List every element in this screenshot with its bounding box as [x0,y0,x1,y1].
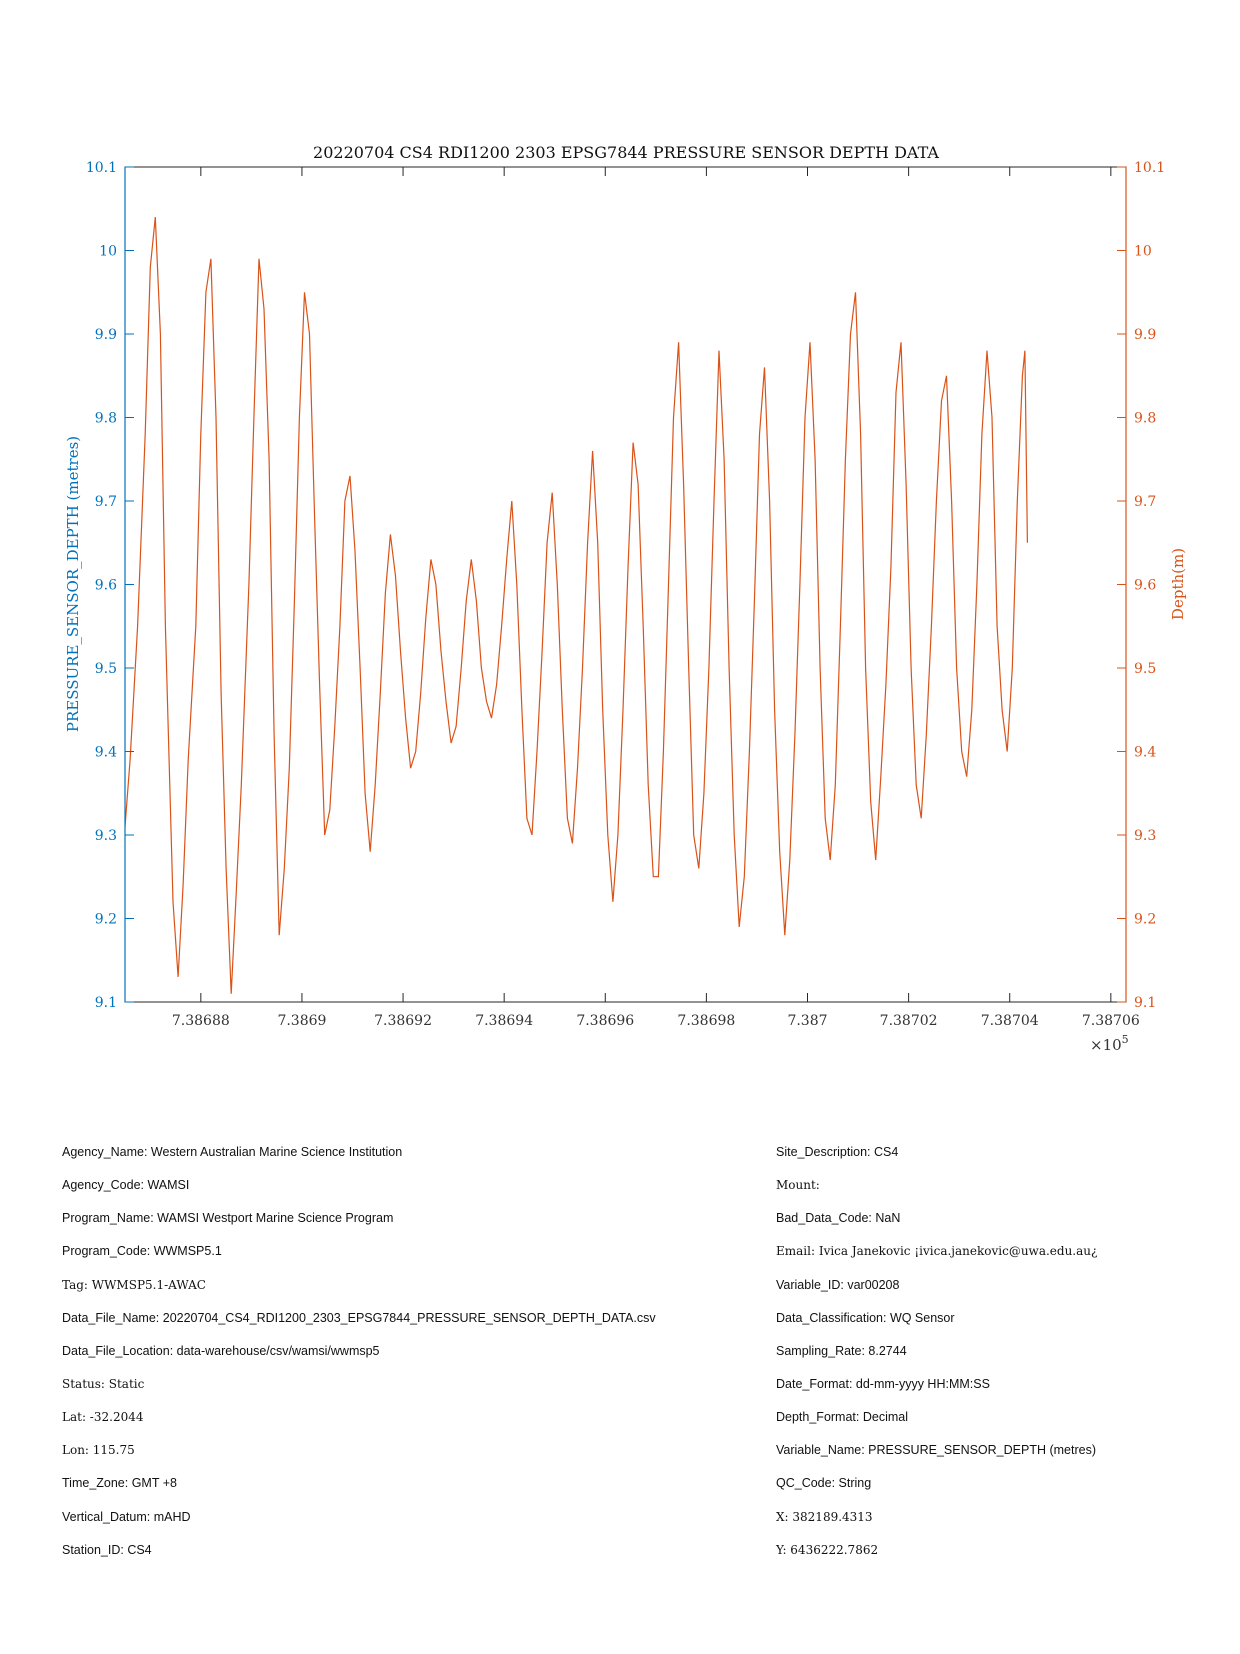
metadata-field: Vertical_Datum: mAHD [62,1509,191,1524]
metadata-field: Station_ID: CS4 [62,1542,152,1557]
metadata-field: Depth_Format: Decimal [776,1410,908,1425]
metadata-field: Email: Ivica Janekovic ¡ivica.janekovic@… [776,1244,1098,1259]
right-y-axis-label: Depth(m) [1169,548,1187,620]
x-tick-label: 7.387 [787,1013,827,1029]
left-y-tick-label: 9.6 [95,578,117,594]
metadata-field: Data_Classification: WQ Sensor [776,1310,955,1325]
left-y-tick-label: 9.1 [95,995,117,1011]
series-line-group [124,217,1028,994]
metadata-field: QC_Code: String [776,1476,872,1491]
right-y-tick-label: 9.3 [1134,828,1156,844]
right-y-tick-label: 9.4 [1134,745,1156,761]
left-y-tick-label: 10 [99,244,117,260]
metadata-field: Time_Zone: GMT +8 [62,1476,177,1491]
metadata-field: Y: 6436222.7862 [776,1542,879,1557]
chart: 20220704 CS4 RDI1200 2303 EPSG7844 PRESS… [64,143,1187,1054]
left-y-tick-label: 10.1 [86,160,117,176]
left-y-axis-label: PRESSURE_SENSOR_DEPTH (metres) [64,436,82,732]
metadata-field: Program_Name: WAMSI Westport Marine Scie… [62,1211,394,1226]
left-y-tick-label: 9.3 [95,828,117,844]
x-tick-label: 7.38692 [374,1013,432,1029]
left-y-tick-label: 9.2 [95,912,117,928]
left-y-axis: 9.1 9.2 9.3 9.4 9.5 9.6 9.7 9.8 9.9 10 10.1 [86,160,134,1011]
metadata-field: X: 382189.4313 [776,1509,873,1524]
metadata-field: Date_Format: dd-mm-yyyy HH:MM:SS [776,1376,990,1391]
right-y-axis: 9.1 9.2 9.3 9.4 9.5 9.6 9.7 9.8 9.9 10 10.1 [1117,160,1165,1011]
x-tick-label: 7.3869 [277,1013,326,1029]
left-y-tick-label: 9.4 [95,745,117,761]
series-line [124,217,1028,994]
metadata-field: Lon: 115.75 [62,1443,135,1458]
metadata-field: Tag: WWMSP5.1-AWAC [62,1277,206,1292]
x-tick-label: 7.38696 [576,1013,634,1029]
metadata-field: Status: Static [62,1376,145,1391]
metadata-field: Program_Code: WWMSP5.1 [62,1244,222,1259]
metadata-field: Bad_Data_Code: NaN [776,1211,901,1226]
left-y-tick-label: 9.5 [95,661,117,677]
metadata-field: Variable_ID: var00208 [776,1277,900,1292]
right-y-tick-label: 9.6 [1134,578,1156,594]
metadata-right-column: Site_Description: CS4 Mount: Bad_Data_Code… [776,1144,1097,1575]
x-tick-label: 7.38688 [172,1013,230,1029]
left-y-tick-label: 9.7 [95,494,117,510]
x-axis-exponent-power: 5 [1122,1033,1129,1046]
plot-frame [124,166,1127,1003]
x-axis-exponent: ×105 [1090,1033,1129,1054]
x-tick-label: 7.38704 [981,1013,1039,1029]
metadata-field: Variable_Name: PRESSURE_SENSOR_DEPTH (me… [776,1443,1097,1458]
left-y-tick-label: 9.8 [95,411,117,427]
metadata-field: Data_File_Location: data-warehouse/csv/w… [62,1343,380,1358]
x-axis-exponent-base: ×10 [1090,1036,1122,1054]
x-tick-label: 7.38694 [475,1013,533,1029]
metadata-field: Site_Description: CS4 [776,1145,899,1159]
metadata-field: Agency_Name: Western Australian Marine S… [62,1145,403,1159]
metadata-field: Sampling_Rate: 8.2744 [776,1343,907,1358]
x-tick-label: 7.38702 [880,1013,938,1029]
right-y-tick-label: 9.7 [1134,494,1156,510]
x-tick-label: 7.38698 [677,1013,735,1029]
right-y-tick-label: 9.1 [1134,995,1156,1011]
right-y-tick-label: 10.1 [1134,160,1165,176]
chart-title: 20220704 CS4 RDI1200 2303 EPSG7844 PRESS… [313,143,939,162]
right-y-tick-label: 9.2 [1134,912,1156,928]
x-axis: 7.38688 7.3869 7.38692 7.38694 7.38696 7.3869… [172,167,1140,1029]
metadata-field: Mount: [776,1178,820,1193]
metadata-left-column: Agency_Name: Western Australian Marine S… [62,1144,656,1575]
metadata-field: Lat: -32.2044 [62,1410,144,1425]
right-y-tick-label: 9.8 [1134,411,1156,427]
metadata-field: Agency_Code: WAMSI [62,1178,190,1193]
right-y-tick-label: 10 [1134,244,1152,260]
right-y-tick-label: 9.9 [1134,327,1156,343]
x-tick-label: 7.38706 [1082,1013,1140,1029]
left-y-tick-label: 9.9 [95,327,117,343]
right-y-tick-label: 9.5 [1134,661,1156,677]
metadata-field: Data_File_Name: 20220704_CS4_RDI1200_230… [62,1310,656,1325]
